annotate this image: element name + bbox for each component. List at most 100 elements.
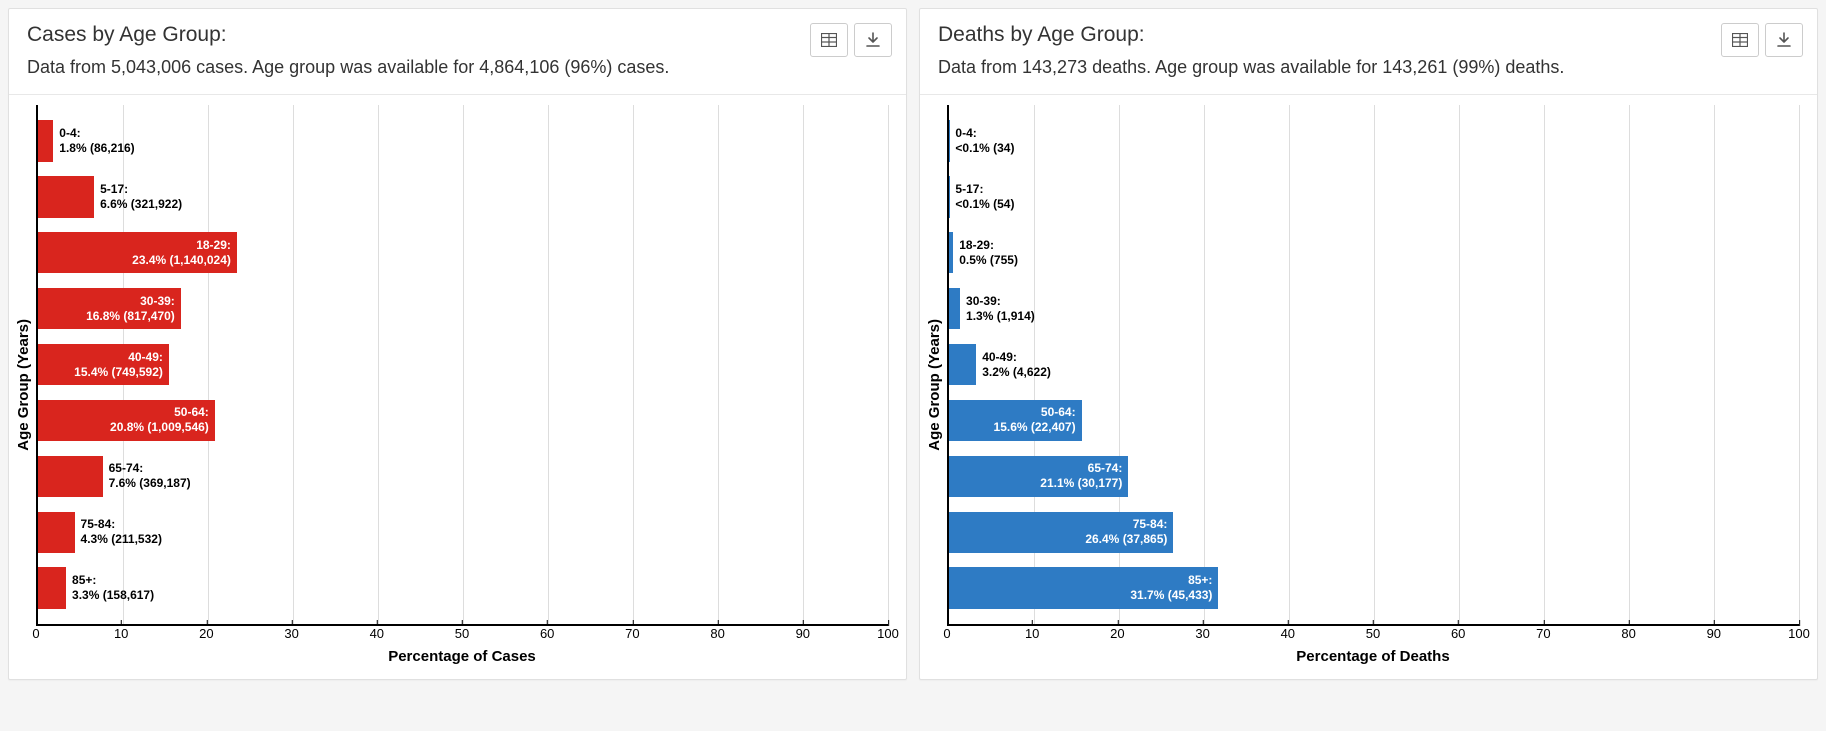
bar-row: 65-74:7.6% (369,187) <box>38 448 888 504</box>
bar[interactable]: 30-39:1.3% (1,914) <box>949 288 960 329</box>
bar-row: 50-64:20.8% (1,009,546) <box>38 392 888 448</box>
x-tick: 20 <box>1110 626 1124 641</box>
bar[interactable]: 30-39:16.8% (817,470) <box>38 288 181 329</box>
x-tick: 40 <box>370 626 384 641</box>
x-tick: 0 <box>943 626 950 641</box>
bar-label: 50-64:15.6% (22,407) <box>994 405 1076 435</box>
bar-row: 30-39:1.3% (1,914) <box>949 281 1799 337</box>
cases-download-button[interactable] <box>854 23 892 57</box>
bar-row: 18-29:0.5% (755) <box>949 225 1799 281</box>
bar[interactable]: 65-74:21.1% (30,177) <box>949 456 1128 497</box>
bar-label: 5-17:6.6% (321,922) <box>100 182 182 212</box>
bar-row: 40-49:3.2% (4,622) <box>949 337 1799 393</box>
table-icon <box>821 33 837 47</box>
bar-row: 0-4:<0.1% (34) <box>949 113 1799 169</box>
bar[interactable]: 50-64:20.8% (1,009,546) <box>38 400 215 441</box>
bar[interactable]: 75-84:4.3% (211,532) <box>38 512 75 553</box>
bar[interactable]: 85+:3.3% (158,617) <box>38 567 66 608</box>
x-tick: 40 <box>1281 626 1295 641</box>
bar-label: 75-84:4.3% (211,532) <box>81 517 162 547</box>
x-tick: 50 <box>455 626 469 641</box>
x-tick: 100 <box>1788 626 1810 641</box>
deaths-chart-wrap: Age Group (Years) 0-4:<0.1% (34) 5-17:<0.… <box>920 95 1817 679</box>
x-tick: 80 <box>710 626 724 641</box>
bar[interactable]: 40-49:15.4% (749,592) <box>38 344 169 385</box>
cases-x-ticks: 0102030405060708090100 <box>36 626 888 646</box>
bar-label: 85+:3.3% (158,617) <box>72 573 154 603</box>
x-tick: 0 <box>32 626 39 641</box>
bar-row: 5-17:6.6% (321,922) <box>38 169 888 225</box>
x-tick: 70 <box>1536 626 1550 641</box>
bar-label: 30-39:1.3% (1,914) <box>966 294 1035 324</box>
bar-label: 5-17:<0.1% (54) <box>955 182 1014 212</box>
x-tick: 30 <box>284 626 298 641</box>
deaths-x-ticks: 0102030405060708090100 <box>947 626 1799 646</box>
deaths-plot: 0-4:<0.1% (34) 5-17:<0.1% (54) 18-29:0.5% … <box>947 105 1799 626</box>
bar-label: 40-49:15.4% (749,592) <box>74 350 163 380</box>
bars: 0-4:1.8% (86,216) 5-17:6.6% (321,922) 18-2… <box>38 105 888 624</box>
grid-line <box>1799 105 1800 624</box>
bar-row: 30-39:16.8% (817,470) <box>38 281 888 337</box>
x-tick: 60 <box>540 626 554 641</box>
deaths-panel-header: Deaths by Age Group: Data from 143,273 d… <box>920 9 1817 95</box>
bar-row: 0-4:1.8% (86,216) <box>38 113 888 169</box>
bar[interactable]: 18-29:0.5% (755) <box>949 232 953 273</box>
x-tick: 50 <box>1366 626 1380 641</box>
x-tick: 10 <box>1025 626 1039 641</box>
cases-title: Cases by Age Group: <box>27 23 888 47</box>
cases-subtitle: Data from 5,043,006 cases. Age group was… <box>27 57 888 78</box>
bar-row: 5-17:<0.1% (54) <box>949 169 1799 225</box>
bar-label: 50-64:20.8% (1,009,546) <box>110 405 209 435</box>
deaths-tools <box>1721 23 1803 57</box>
bar[interactable]: 50-64:15.6% (22,407) <box>949 400 1082 441</box>
bar-label: 40-49:3.2% (4,622) <box>982 350 1051 380</box>
bar-label: 30-39:16.8% (817,470) <box>86 294 175 324</box>
cases-table-button[interactable] <box>810 23 848 57</box>
deaths-y-label: Age Group (Years) <box>922 319 947 451</box>
bar[interactable]: 75-84:26.4% (37,865) <box>949 512 1173 553</box>
bar-row: 65-74:21.1% (30,177) <box>949 448 1799 504</box>
cases-tools <box>810 23 892 57</box>
cases-x-label: Percentage of Cases <box>36 648 888 665</box>
bar-label: 0-4:1.8% (86,216) <box>59 126 134 156</box>
bars: 0-4:<0.1% (34) 5-17:<0.1% (54) 18-29:0.5% … <box>949 105 1799 624</box>
cases-chart: Age Group (Years) 0-4:1.8% (86,216)5-17:… <box>11 105 888 665</box>
bar[interactable]: 5-17:6.6% (321,922) <box>38 176 94 217</box>
x-tick: 20 <box>199 626 213 641</box>
bar-label: 18-29:0.5% (755) <box>959 238 1018 268</box>
bar[interactable]: 0-4:1.8% (86,216) <box>38 120 53 161</box>
bar-label: 85+:31.7% (45,433) <box>1130 573 1212 603</box>
bar[interactable]: 40-49:3.2% (4,622) <box>949 344 976 385</box>
bar-label: 65-74:21.1% (30,177) <box>1040 461 1122 491</box>
bar-row: 40-49:15.4% (749,592) <box>38 337 888 393</box>
x-tick: 10 <box>114 626 128 641</box>
x-tick: 60 <box>1451 626 1465 641</box>
bar-row: 75-84:26.4% (37,865) <box>949 504 1799 560</box>
cases-panel-header: Cases by Age Group: Data from 5,043,006 … <box>9 9 906 95</box>
x-tick: 100 <box>877 626 899 641</box>
deaths-title: Deaths by Age Group: <box>938 23 1799 47</box>
deaths-chart: Age Group (Years) 0-4:<0.1% (34) 5-17:<0.… <box>922 105 1799 665</box>
download-icon <box>866 32 880 48</box>
bar[interactable]: 65-74:7.6% (369,187) <box>38 456 103 497</box>
bar-row: 85+:31.7% (45,433) <box>949 560 1799 616</box>
x-tick: 80 <box>1621 626 1635 641</box>
bar[interactable]: 18-29:23.4% (1,140,024) <box>38 232 237 273</box>
x-tick: 90 <box>796 626 810 641</box>
x-tick: 30 <box>1195 626 1209 641</box>
cases-panel: Cases by Age Group: Data from 5,043,006 … <box>8 8 907 680</box>
deaths-subtitle: Data from 143,273 deaths. Age group was … <box>938 57 1799 78</box>
cases-plot: 0-4:1.8% (86,216) 5-17:6.6% (321,922) 18-2… <box>36 105 888 626</box>
bar-label: 65-74:7.6% (369,187) <box>109 461 191 491</box>
deaths-table-button[interactable] <box>1721 23 1759 57</box>
deaths-download-button[interactable] <box>1765 23 1803 57</box>
table-icon <box>1732 33 1748 47</box>
bar-row: 18-29:23.4% (1,140,024) <box>38 225 888 281</box>
bar-row: 50-64:15.6% (22,407) <box>949 392 1799 448</box>
bar-label: 0-4:<0.1% (34) <box>955 126 1014 156</box>
bar-row: 85+:3.3% (158,617) <box>38 560 888 616</box>
bar-row: 75-84:4.3% (211,532) <box>38 504 888 560</box>
bar-label: 18-29:23.4% (1,140,024) <box>132 238 231 268</box>
bar[interactable]: 85+:31.7% (45,433) <box>949 567 1218 608</box>
cases-chart-wrap: Age Group (Years) 0-4:1.8% (86,216)5-17:… <box>9 95 906 679</box>
